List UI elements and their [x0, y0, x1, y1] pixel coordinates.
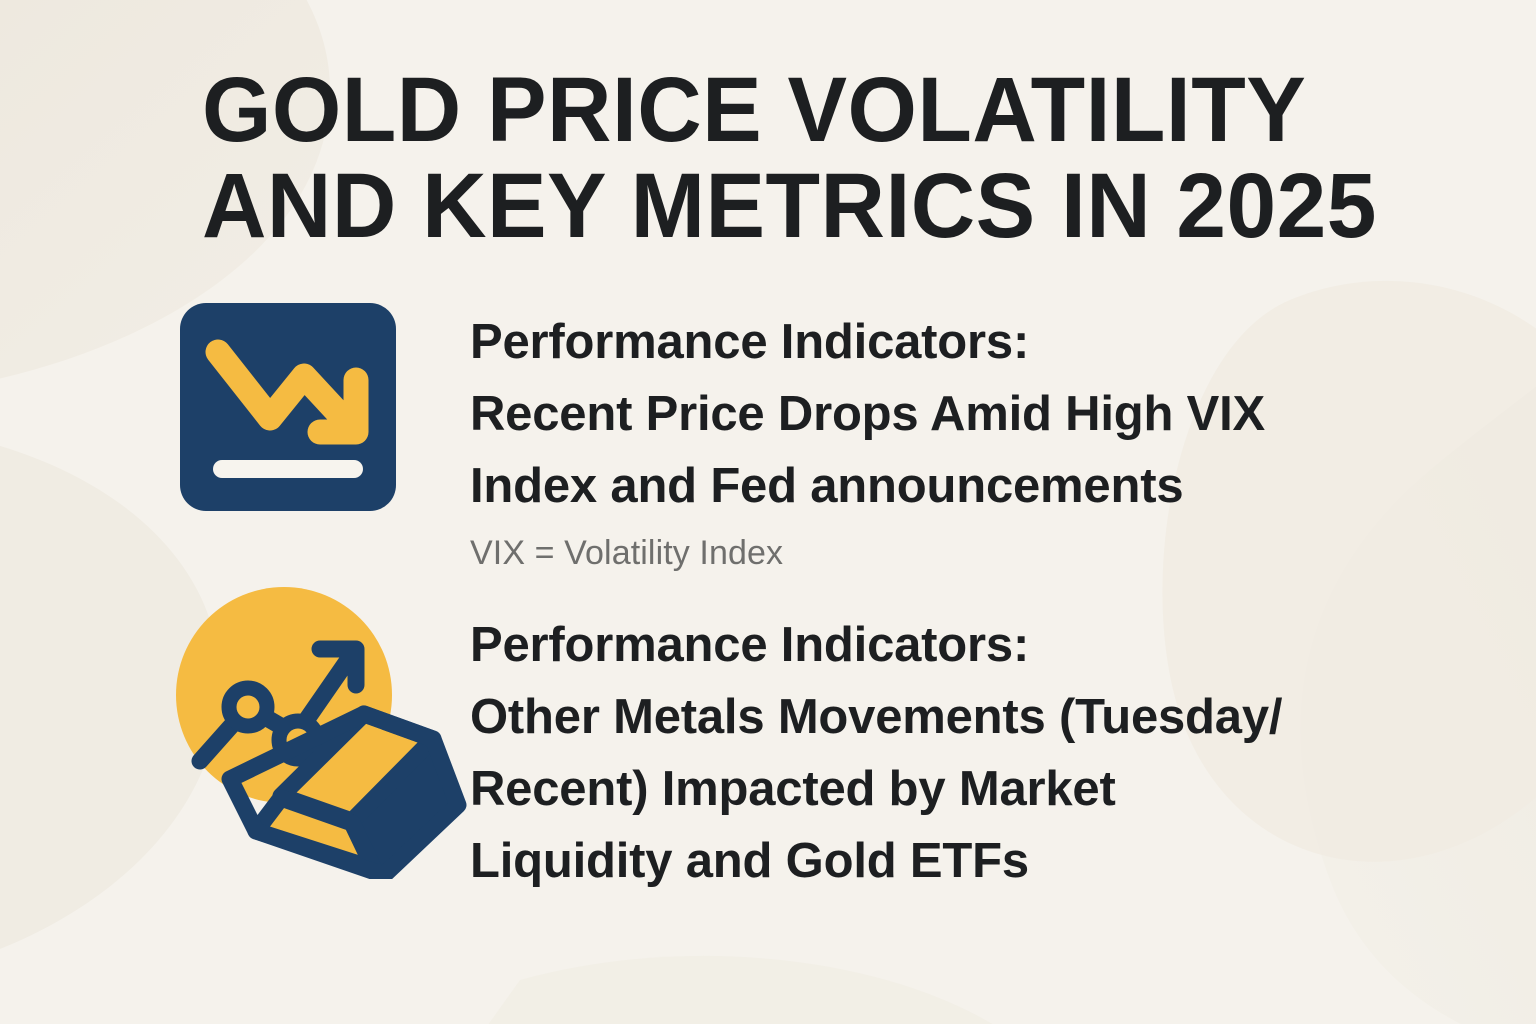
trend-node-1	[221, 680, 275, 734]
indicator-row-2: Performance Indicators: Other Metals Mov…	[168, 583, 1282, 897]
declining-chart-icon	[178, 300, 470, 512]
gold-ingot	[221, 705, 467, 884]
trend-down-line	[205, 339, 367, 443]
blob-bottom-center	[488, 955, 993, 1024]
arrow-head-up	[311, 640, 365, 694]
indicator-1-footnote: VIX = Volatility Index	[470, 534, 784, 572]
indicator-text-1: Performance Indicators: Recent Price Dro…	[470, 300, 1265, 575]
indicator-2-line-3: Recent) Impacted by Market	[470, 762, 1116, 816]
arrow-head-down	[307, 367, 369, 445]
indicator-1-line-1: Performance Indicators:	[470, 315, 1030, 369]
gold-bar-trend-icon	[168, 583, 470, 884]
icon-baseline-bar	[213, 460, 363, 478]
indicator-row-1: Performance Indicators: Recent Price Dro…	[178, 300, 1265, 575]
indicator-2-line-1: Performance Indicators:	[470, 618, 1030, 672]
ingot-outline	[221, 705, 467, 884]
indicator-2-line-4: Liquidity and Gold ETFs	[470, 834, 1029, 888]
title-line-2: AND KEY METRICS IN 2025	[202, 155, 1377, 257]
indicator-1-line-3: Index and Fed announcements	[470, 459, 1184, 513]
indicator-text-2: Performance Indicators: Other Metals Mov…	[470, 583, 1282, 897]
title-line-1: GOLD PRICE VOLATILITY	[202, 59, 1307, 161]
indicator-1-line-2: Recent Price Drops Amid High VIX	[470, 387, 1266, 441]
page-title: GOLD PRICE VOLATILITY AND KEY METRICS IN…	[202, 62, 1382, 254]
indicator-2-line-2: Other Metals Movements (Tuesday/	[470, 690, 1283, 744]
trend-up-line	[191, 648, 359, 770]
